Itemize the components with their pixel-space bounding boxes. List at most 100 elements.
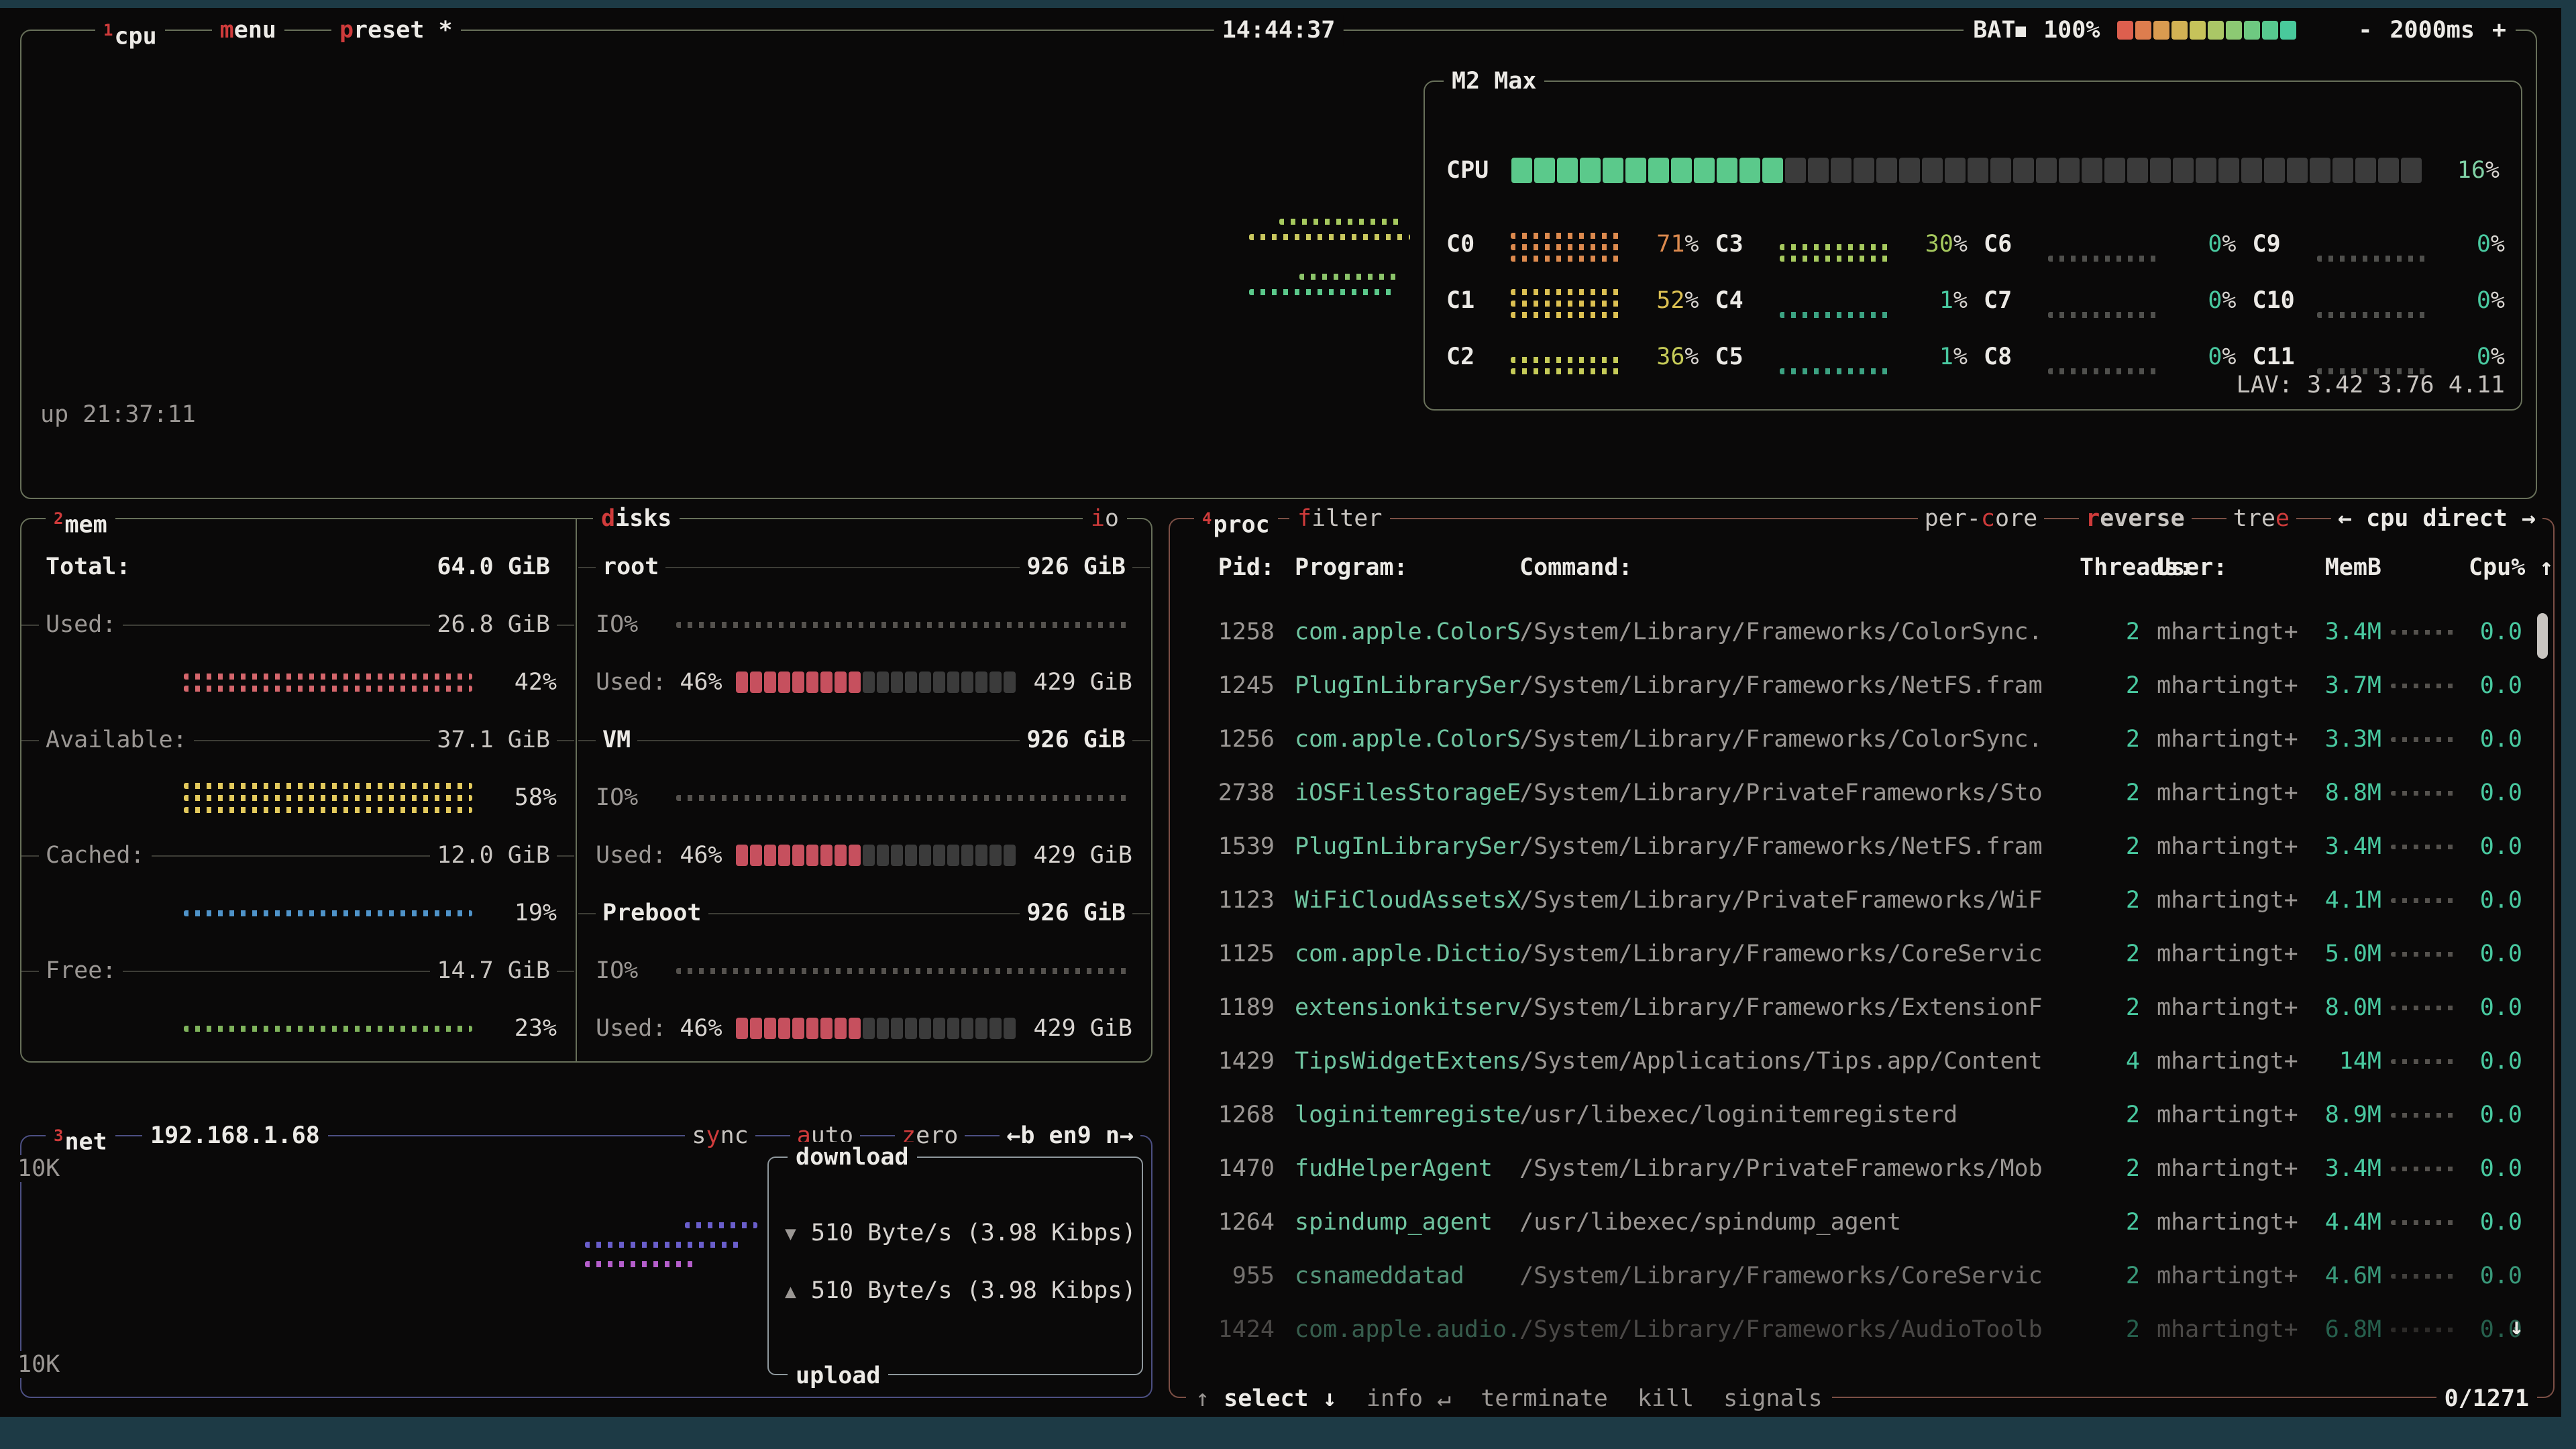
process-pid: 2738 bbox=[1218, 780, 1275, 806]
process-row[interactable]: 1424 com.apple.audio. /System/Library/Fr… bbox=[1194, 1303, 2522, 1356]
mem-disks-divider bbox=[576, 519, 577, 1061]
proc-tree-button[interactable]: tree bbox=[2226, 503, 2296, 534]
process-command: /System/Library/Frameworks/NetFS.fram bbox=[1519, 672, 2043, 699]
proc-filter-button[interactable]: filter bbox=[1289, 503, 1391, 534]
mem-title[interactable]: 2mem bbox=[46, 503, 115, 539]
process-program: WiFiCloudAssetsX bbox=[1295, 887, 1521, 914]
process-row[interactable]: 1189 extensionkitserv /System/Library/Fr… bbox=[1194, 981, 2522, 1034]
disk-used-label: Used: bbox=[596, 1015, 667, 1042]
process-mem: 3.4M bbox=[2324, 1155, 2381, 1182]
col-command[interactable]: Command: bbox=[1519, 554, 1633, 581]
mem-percent: 58% bbox=[514, 784, 557, 811]
tab-cpu[interactable]: 1cpu bbox=[95, 15, 165, 50]
disk-used-percent: 46% bbox=[680, 669, 722, 696]
disks-title[interactable]: disks bbox=[593, 503, 680, 534]
process-row[interactable]: 1539 PlugInLibrarySer /System/Library/Fr… bbox=[1194, 820, 2522, 873]
proc-header-row: Pid: Program: Command: Threads: User: Me… bbox=[1194, 547, 2554, 588]
process-cpu: 0.0 bbox=[2479, 887, 2522, 914]
col-user[interactable]: User: bbox=[2157, 554, 2228, 581]
upload-title: upload bbox=[788, 1360, 889, 1391]
battery-meter bbox=[2117, 21, 2297, 40]
process-leader bbox=[2381, 737, 2469, 742]
sort-right-arrow-icon: → bbox=[2521, 505, 2536, 532]
process-user: mhartingt+ bbox=[2157, 726, 2298, 753]
process-command: /usr/libexec/loginitemregisterd bbox=[1519, 1102, 1958, 1128]
process-program: TipsWidgetExtens bbox=[1295, 1048, 1521, 1075]
core-graph bbox=[1779, 227, 1891, 262]
process-command: /System/Library/PrivateFrameworks/Sto bbox=[1519, 780, 2043, 806]
cpu-history-graph bbox=[1249, 219, 1417, 333]
process-user: mhartingt+ bbox=[2157, 780, 2298, 806]
core-percent: 0% bbox=[2476, 343, 2505, 370]
net-address: 192.168.1.68 bbox=[142, 1120, 328, 1151]
col-threads[interactable]: Threads: bbox=[2080, 554, 2193, 581]
process-pid: 1125 bbox=[1218, 941, 1275, 967]
proc-sort-selector[interactable]: ← cpu direct → bbox=[2330, 503, 2542, 534]
core-name: C6 bbox=[1984, 231, 2012, 258]
signals-control[interactable]: signals bbox=[1723, 1385, 1823, 1412]
interval-minus-button[interactable]: - bbox=[2358, 17, 2373, 44]
core-graph bbox=[2316, 339, 2428, 374]
process-row[interactable]: 1264 spindump_agent /usr/libexec/spindum… bbox=[1194, 1195, 2522, 1249]
io-toggle[interactable]: io bbox=[1082, 503, 1127, 534]
process-leader bbox=[2381, 790, 2469, 796]
process-row[interactable]: 2738 iOSFilesStorageE /System/Library/Pr… bbox=[1194, 766, 2522, 820]
col-program[interactable]: Program: bbox=[1295, 554, 1408, 581]
core-name: C3 bbox=[1715, 231, 1743, 258]
process-row[interactable]: 1125 com.apple.Dictio /System/Library/Fr… bbox=[1194, 927, 2522, 981]
disk-used-meter bbox=[735, 672, 1016, 693]
process-row[interactable]: 1123 WiFiCloudAssetsX /System/Library/Pr… bbox=[1194, 873, 2522, 927]
interval-plus-button[interactable]: + bbox=[2491, 17, 2506, 44]
process-pid: 1268 bbox=[1218, 1102, 1275, 1128]
net-sync-button[interactable]: sync bbox=[685, 1120, 755, 1151]
select-control[interactable]: ↑ select ↓ bbox=[1195, 1385, 1337, 1412]
mem-graph-row: 19% bbox=[39, 884, 557, 942]
proc-reverse-button[interactable]: reverse bbox=[2079, 503, 2192, 534]
process-row[interactable]: 1429 TipsWidgetExtens /System/Applicatio… bbox=[1194, 1034, 2522, 1088]
process-cpu: 0.0 bbox=[2479, 941, 2522, 967]
process-row[interactable]: 1256 com.apple.ColorS /System/Library/Fr… bbox=[1194, 712, 2522, 766]
disk-entry: VM 926 GiB IO% Used: 46% 429 GiB bbox=[578, 711, 1150, 884]
col-pid[interactable]: Pid: bbox=[1218, 554, 1275, 581]
process-row[interactable]: 1245 PlugInLibrarySer /System/Library/Fr… bbox=[1194, 659, 2522, 712]
core-row: C7 0% bbox=[1984, 272, 2237, 329]
process-row[interactable]: 1470 fudHelperAgent /System/Library/Priv… bbox=[1194, 1142, 2522, 1195]
load-average: LAV: 3.42 3.76 4.11 bbox=[2236, 372, 2505, 398]
process-user: mhartingt+ bbox=[2157, 833, 2298, 860]
core-graph bbox=[2048, 339, 2160, 374]
disk-used-meter bbox=[735, 845, 1016, 866]
process-mem: 4.6M bbox=[2324, 1263, 2381, 1289]
net-byte-toggle[interactable]: ←b en9 n→ bbox=[1000, 1120, 1140, 1151]
net-title[interactable]: 3net bbox=[46, 1120, 115, 1156]
process-command: /System/Library/Frameworks/CoreServic bbox=[1519, 941, 2043, 967]
core-name: C2 bbox=[1446, 343, 1475, 370]
cpu-chip-title: M2 Max bbox=[1444, 66, 1545, 97]
proc-scrollbar[interactable] bbox=[2537, 613, 2548, 659]
core-row: C2 36% bbox=[1446, 329, 1699, 385]
process-threads: 2 bbox=[2125, 1102, 2140, 1128]
tab-menu[interactable]: menu bbox=[211, 15, 284, 46]
terminate-control[interactable]: terminate bbox=[1481, 1385, 1608, 1412]
proc-title[interactable]: 4proc bbox=[1194, 503, 1278, 539]
process-row[interactable]: 1268 loginitemregiste /usr/libexec/login… bbox=[1194, 1088, 2522, 1142]
tab-preset[interactable]: preset * bbox=[331, 15, 461, 46]
process-row[interactable]: 1258 com.apple.ColorS /System/Library/Fr… bbox=[1194, 605, 2522, 659]
top-tabs: 1cpu menu preset * bbox=[95, 15, 461, 50]
proc-percore-button[interactable]: per-core bbox=[1917, 503, 2045, 534]
disk-used-label: Used: bbox=[596, 669, 667, 696]
disk-entry: root 926 GiB IO% Used: 46% 429 GiB bbox=[578, 538, 1150, 711]
process-program: loginitemregiste bbox=[1295, 1102, 1521, 1128]
disk-used-meter bbox=[735, 1018, 1016, 1039]
process-user: mhartingt+ bbox=[2157, 672, 2298, 699]
col-memb[interactable]: MemB bbox=[2324, 554, 2381, 581]
process-threads: 2 bbox=[2125, 1209, 2140, 1236]
core-row: C5 1% bbox=[1715, 329, 1968, 385]
core-name: C0 bbox=[1446, 231, 1475, 258]
col-cpu[interactable]: Cpu% ↑ bbox=[2469, 554, 2554, 581]
info-control[interactable]: info ↵ bbox=[1366, 1385, 1452, 1412]
process-program: fudHelperAgent bbox=[1295, 1155, 1493, 1182]
mem-percent: 42% bbox=[514, 669, 557, 696]
process-row[interactable]: 955 csnameddatad /System/Library/Framewo… bbox=[1194, 1249, 2522, 1303]
kill-control[interactable]: kill bbox=[1637, 1385, 1695, 1412]
disk-name-row: Preboot 926 GiB bbox=[578, 884, 1150, 942]
